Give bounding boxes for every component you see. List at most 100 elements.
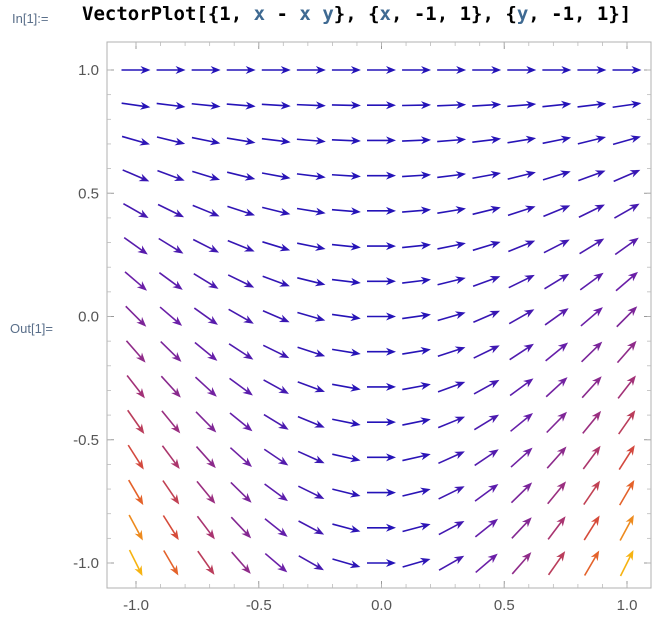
arrow-shaft: [583, 485, 598, 506]
arrow-head: [136, 316, 147, 327]
vector-arrow: [578, 170, 606, 182]
vector-arrow: [125, 340, 146, 363]
arrow-head: [453, 520, 465, 530]
vector-arrow: [297, 311, 326, 322]
vector-arrow: [157, 169, 185, 181]
vector-arrow: [543, 205, 571, 218]
arrow-shaft: [438, 558, 460, 571]
arrow-head: [419, 522, 431, 531]
vector-arrow: [122, 169, 150, 182]
vector-arrow: [156, 136, 186, 146]
arrow-head: [591, 376, 602, 387]
y-tick-label: 1.0: [78, 62, 99, 79]
vector-arrow: [508, 309, 535, 325]
arrow-head: [171, 387, 181, 398]
arrow-shaft: [127, 444, 142, 465]
x-tick-label: 1.0: [617, 597, 638, 614]
vector-arrow: [197, 550, 215, 575]
vector-arrow: [579, 272, 604, 291]
vector-arrow: [438, 486, 465, 500]
arrow-shaft: [230, 481, 248, 500]
arrow-shaft: [229, 377, 249, 393]
arrow-head: [522, 412, 534, 423]
arrow-head: [206, 387, 217, 397]
arrow-head: [491, 66, 502, 74]
vector-arrow: [192, 204, 220, 217]
vector-arrow: [474, 483, 499, 502]
vector-arrow: [126, 374, 145, 399]
arrow-head: [627, 306, 638, 317]
vector-arrow: [332, 488, 361, 498]
input-cell[interactable]: In[1]:= VectorPlot[{1, x - x y}, {x, -1,…: [0, 0, 666, 34]
arrow-head: [138, 173, 150, 182]
arrow-head: [524, 274, 535, 283]
arrow-head: [419, 557, 431, 566]
arrow-head: [488, 345, 500, 354]
arrow-shaft: [619, 519, 632, 541]
arrow-shaft: [473, 347, 495, 359]
arrow-shaft: [511, 556, 528, 575]
vector-arrow: [472, 135, 502, 144]
arrow-head: [489, 240, 501, 249]
arrow-head: [420, 136, 432, 145]
arrow-shaft: [123, 236, 144, 252]
vector-arrow: [332, 523, 361, 533]
arrow-shaft: [402, 559, 425, 568]
arrow-shaft: [437, 383, 460, 393]
arrow-head: [489, 275, 501, 284]
arrow-shaft: [192, 204, 215, 215]
vector-arrow: [194, 341, 218, 361]
vector-arrow: [472, 100, 502, 109]
arrow-shaft: [127, 409, 142, 430]
arrow-head: [277, 492, 288, 502]
vector-arrow: [195, 445, 216, 469]
arrow-head: [208, 244, 220, 253]
arrow-shaft: [194, 376, 213, 394]
arrow-shaft: [298, 520, 320, 533]
arrow-head: [241, 492, 252, 503]
arrow-head: [315, 172, 326, 181]
arrow-shaft: [264, 518, 284, 534]
vector-arrow: [581, 376, 602, 399]
vector-arrow: [262, 310, 290, 323]
arrow-shaft: [121, 135, 145, 144]
code-var-y: y: [516, 3, 529, 25]
arrow-shaft: [546, 450, 564, 469]
vector-arrow: [156, 101, 186, 110]
arrow-head: [171, 316, 183, 326]
vector-arrow: [547, 551, 566, 576]
arrow-shaft: [296, 207, 320, 214]
arrow-shaft: [332, 453, 355, 460]
arrow-shaft: [402, 524, 425, 533]
arrow-shaft: [472, 138, 496, 143]
arrow-head: [241, 528, 252, 539]
arrow-head: [205, 564, 215, 575]
arrow-shaft: [617, 379, 633, 399]
vector-arrow: [402, 382, 431, 391]
arrow-shaft: [128, 549, 141, 571]
arrow-shaft: [616, 309, 634, 328]
vector-arrow: [121, 101, 151, 110]
vector-arrow: [191, 101, 221, 110]
arrow-head: [137, 245, 148, 255]
arrow-head: [279, 279, 290, 287]
vector-arrow: [507, 205, 536, 217]
arrow-head: [350, 171, 361, 180]
arrow-head: [140, 66, 151, 74]
arrow-shaft: [472, 208, 496, 216]
vector-arrow: [613, 169, 641, 183]
arrow-head: [174, 137, 186, 146]
arrow-shaft: [438, 488, 460, 500]
vector-arrow: [226, 101, 256, 110]
input-code[interactable]: VectorPlot[{1, x - x y}, {x, -1, 1}, {y,…: [82, 3, 631, 25]
arrow-shaft: [161, 410, 178, 430]
arrow-shaft: [263, 379, 285, 392]
arrow-shaft: [262, 241, 285, 250]
arrow-head: [557, 342, 569, 352]
arrow-head: [173, 209, 185, 218]
arrow-head: [350, 66, 361, 74]
vector-arrow: [196, 515, 215, 540]
arrow-head: [134, 529, 143, 541]
arrow-shaft: [297, 346, 320, 356]
